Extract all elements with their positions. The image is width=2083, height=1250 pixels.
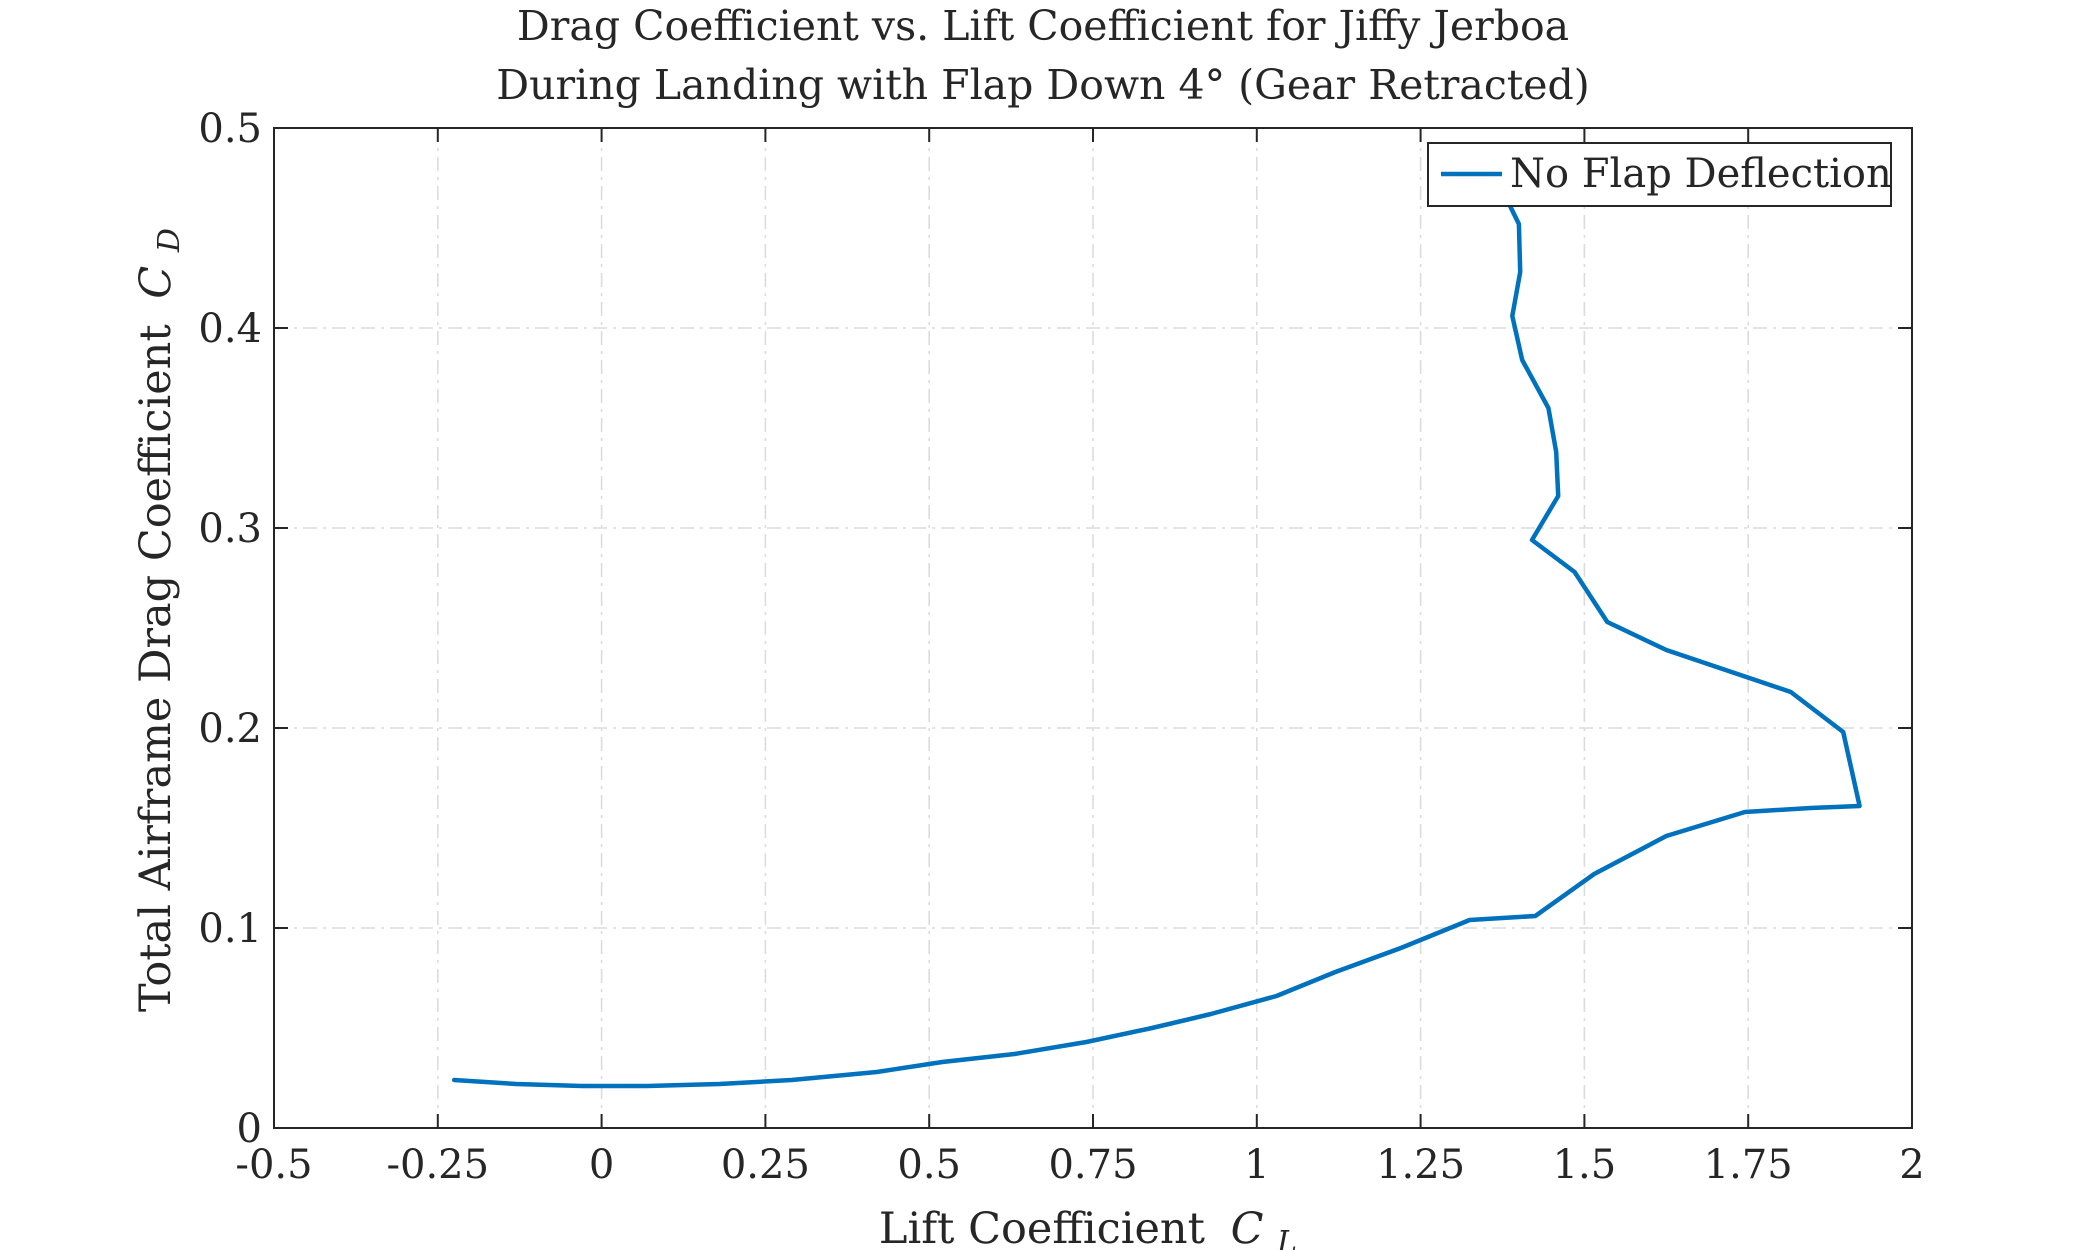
series-line-0 [451,201,1862,1089]
y-tick-label-1: 0.1 [198,906,262,952]
y-axis-label-symbol: C [131,266,181,299]
y-axis-label: Total Airframe Drag Coefficient C D [131,228,187,1012]
x-tick-label-0: -0.5 [235,1142,312,1188]
grid [274,128,1912,1128]
x-axis-label-subscript: L [1276,1225,1297,1250]
x-tick-label-3: 0.25 [721,1142,810,1188]
y-axis-label-text: Total Airframe Drag Coefficient [131,324,181,1012]
x-tick-label-7: 1.25 [1376,1142,1465,1188]
y-tick-label-4: 0.4 [198,306,262,352]
x-tick-label-5: 0.75 [1048,1142,1137,1188]
y-tick-label-3: 0.3 [198,506,262,552]
chart-title-line-1: Drag Coefficient vs. Lift Coefficient fo… [517,2,1569,50]
legend-box [1427,142,1892,207]
legend: No Flap Deflection [1427,142,1892,207]
series-layer [451,201,1862,1089]
y-axis-label-subscript: D [152,228,187,253]
x-tick-label-9: 1.75 [1704,1142,1793,1188]
x-axis-label-symbol: C [1231,1204,1264,1250]
x-tick-label-8: 1.5 [1553,1142,1617,1188]
legend-label-no-flap-deflection: No Flap Deflection [1510,151,1892,197]
y-tick-label-5: 0.5 [198,106,262,152]
x-tick-label-6: 1 [1244,1142,1269,1188]
ticks: -0.5 -0.25 0 0.25 0.5 0.75 1 1.25 1.5 1.75 2 0 0.1 0.… [198,106,1924,1188]
x-tick-label-4: 0.5 [897,1142,961,1188]
x-tick-label-2: 0 [589,1142,614,1188]
chart-title-line-2: During Landing with Flap Down 4° (Gear R… [496,61,1590,109]
x-axis-label: Lift Coefficient C L [879,1204,1297,1250]
x-tick-label-10: 2 [1899,1142,1924,1188]
x-axis-label-text: Lift Coefficient [879,1204,1205,1250]
x-tick-label-1: -0.25 [387,1142,490,1188]
y-tick-label-0: 0 [237,1106,262,1152]
y-tick-label-2: 0.2 [198,706,262,752]
